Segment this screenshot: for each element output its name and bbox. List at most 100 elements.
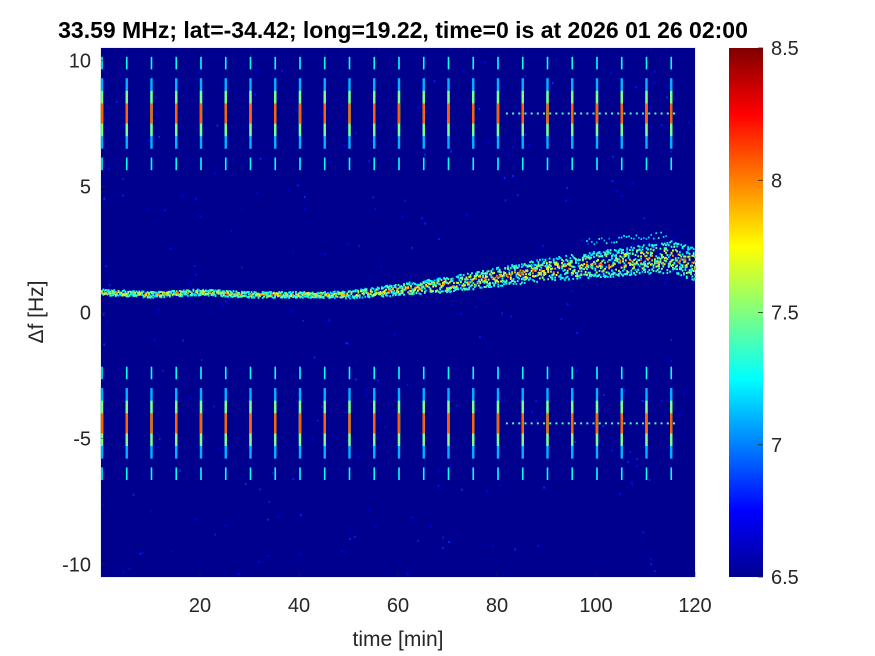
carrier-pixel — [541, 258, 544, 261]
carrier-pixel — [392, 287, 394, 290]
carrier-pixel — [329, 296, 332, 299]
noise-speck — [216, 124, 219, 127]
noise-speck — [566, 400, 569, 403]
burst-core — [422, 413, 425, 434]
carrier-pixel — [319, 296, 322, 299]
noise-speck — [654, 570, 656, 573]
noise-speck — [664, 282, 666, 285]
carrier-pixel — [101, 290, 103, 293]
burst-fleck — [200, 56, 202, 70]
upper-trace-pixel — [630, 237, 633, 240]
upper-trace-pixel — [588, 237, 591, 240]
carrier-pixel — [525, 278, 527, 281]
noise-speck — [267, 554, 270, 557]
carrier-pixel — [476, 282, 479, 285]
carrier-pixel — [584, 270, 587, 273]
carrier-pixel — [372, 293, 375, 296]
noise-speck — [441, 452, 444, 455]
carrier-pixel — [612, 264, 615, 267]
carrier-pixel — [545, 263, 548, 266]
y-tick-label: -5 — [73, 428, 91, 450]
carrier-pixel — [556, 271, 559, 274]
carrier-pixel — [234, 294, 236, 297]
carrier-pixel — [627, 254, 630, 257]
carrier-pixel — [236, 294, 239, 297]
carrier-pixel — [577, 262, 580, 265]
carrier-pixel — [533, 275, 536, 278]
dot-trace — [555, 112, 558, 115]
carrier-pixel — [630, 263, 633, 266]
carrier-pixel — [397, 284, 400, 287]
carrier-pixel — [433, 281, 436, 284]
carrier-pixel — [663, 248, 666, 251]
carrier-pixel — [441, 281, 444, 284]
noise-speck — [621, 194, 623, 197]
carrier-pixel — [464, 280, 466, 283]
carrier-pixel — [622, 251, 624, 254]
carrier-pixel — [497, 285, 500, 288]
carrier-pixel — [365, 289, 368, 292]
burst-fleck — [249, 366, 252, 380]
carrier-pixel — [606, 250, 609, 253]
carrier-pixel — [132, 294, 135, 297]
carrier-pixel — [331, 294, 333, 297]
carrier-pixel — [545, 267, 548, 270]
carrier-pixel — [659, 247, 662, 250]
carrier-pixel — [491, 272, 494, 275]
carrier-pixel — [598, 255, 601, 258]
carrier-pixel — [347, 294, 350, 297]
carrier-pixel — [515, 275, 518, 278]
carrier-pixel — [673, 267, 676, 270]
burst-fleck — [101, 157, 103, 171]
carrier-pixel — [324, 294, 326, 297]
carrier-pixel — [617, 258, 620, 261]
carrier-pixel — [551, 267, 554, 270]
burst-fleck — [472, 157, 475, 171]
carrier-pixel — [558, 255, 561, 258]
carrier-pixel — [422, 285, 425, 288]
carrier-pixel — [310, 295, 313, 298]
carrier-pixel — [307, 292, 310, 295]
carrier-pixel — [421, 286, 423, 289]
carrier-pixel — [670, 260, 673, 263]
noise-speck — [200, 215, 202, 218]
carrier-pixel — [459, 273, 462, 276]
carrier-pixel — [163, 292, 166, 295]
carrier-pixel — [515, 266, 518, 269]
carrier-pixel — [289, 294, 292, 297]
carrier-pixel — [380, 292, 383, 295]
noise-speck — [500, 398, 503, 401]
carrier-pixel — [508, 273, 511, 276]
y-axis-label: Δf [Hz] — [25, 280, 48, 343]
carrier-pixel — [397, 293, 400, 296]
carrier-pixel — [394, 286, 397, 289]
carrier-pixel — [385, 294, 387, 297]
upper-trace-pixel — [608, 237, 610, 240]
carrier-pixel — [570, 261, 573, 264]
carrier-pixel — [565, 264, 568, 267]
carrier-pixel — [408, 289, 411, 292]
carrier-pixel — [570, 271, 573, 274]
carrier-pixel — [658, 265, 660, 268]
carrier-pixel — [184, 292, 186, 295]
heatmap-marks — [100, 56, 697, 575]
carrier-pixel — [555, 262, 558, 265]
carrier-pixel — [385, 292, 387, 295]
carrier-pixel — [670, 245, 673, 248]
carrier-pixel — [364, 295, 367, 298]
carrier-pixel — [437, 277, 440, 280]
carrier-pixel — [482, 274, 484, 277]
carrier-pixel — [428, 282, 430, 285]
carrier-pixel — [224, 295, 227, 298]
carrier-pixel — [563, 278, 566, 281]
burst-fleck — [224, 467, 227, 481]
carrier-pixel — [457, 282, 460, 285]
carrier-pixel — [685, 277, 688, 280]
carrier-pixel — [692, 253, 695, 256]
carrier-pixel — [613, 262, 616, 265]
carrier-pixel — [512, 265, 515, 268]
carrier-pixel — [651, 268, 654, 271]
carrier-pixel — [518, 264, 520, 267]
noise-speck — [636, 464, 638, 467]
carrier-pixel — [386, 291, 389, 294]
